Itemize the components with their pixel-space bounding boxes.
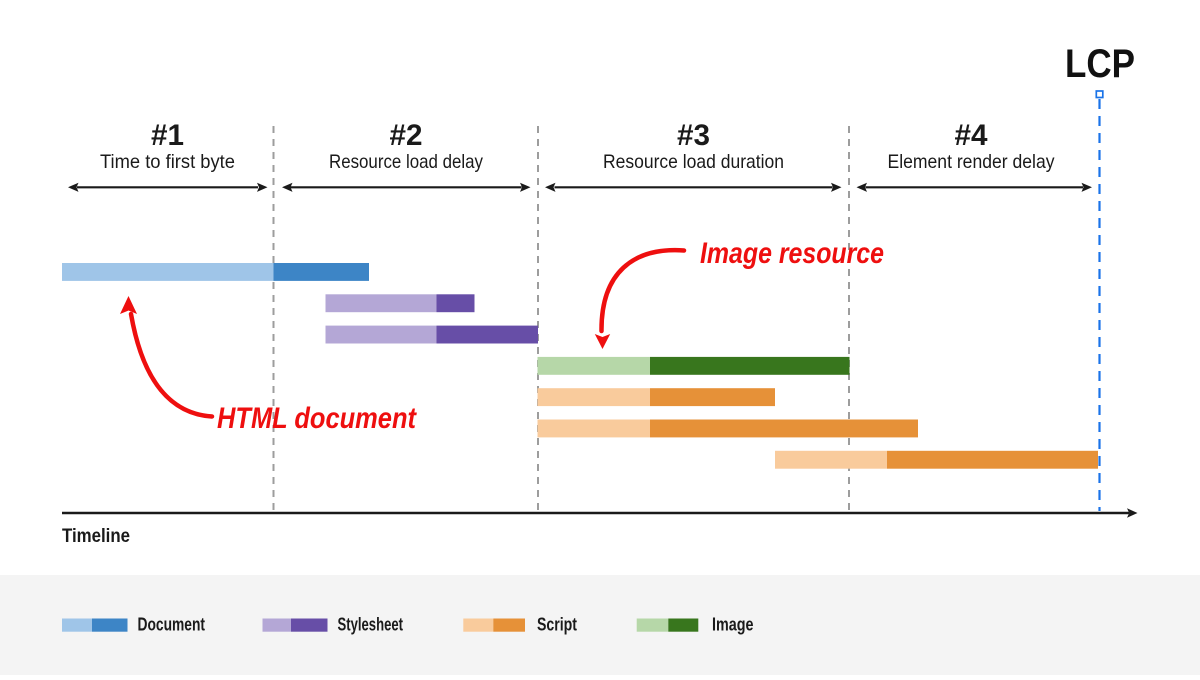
svg-text:Timeline: Timeline [62, 526, 130, 547]
svg-text:Document: Document [138, 615, 206, 635]
svg-text:#1: #1 [151, 119, 184, 152]
svg-text:HTML document: HTML document [217, 402, 418, 435]
svg-text:Resource load delay: Resource load delay [329, 151, 483, 173]
svg-text:Stylesheet: Stylesheet [338, 615, 404, 635]
svg-text:#3: #3 [677, 119, 710, 152]
svg-text:Resource load duration: Resource load duration [603, 151, 784, 173]
svg-text:Script: Script [537, 615, 577, 635]
svg-text:#4: #4 [955, 119, 988, 152]
svg-text:#2: #2 [390, 119, 423, 152]
svg-text:LCP: LCP [1065, 42, 1135, 86]
svg-text:Element render delay: Element render delay [888, 151, 1055, 173]
svg-text:Image resource: Image resource [700, 237, 884, 270]
svg-text:Image: Image [712, 615, 754, 635]
svg-text:Time to first byte: Time to first byte [100, 151, 235, 173]
